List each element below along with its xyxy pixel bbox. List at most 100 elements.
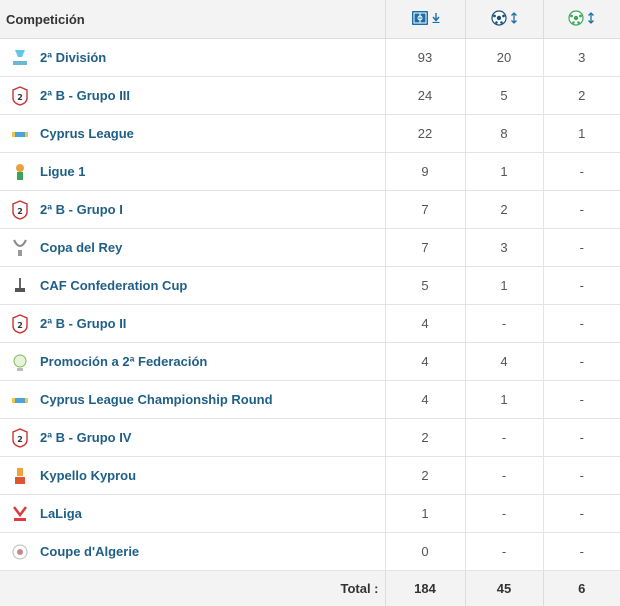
svg-text:2: 2 [17,207,23,216]
goals-column-header[interactable] [465,0,543,39]
competition-link[interactable]: Promoción a 2ª Federación [40,354,207,369]
goals-cell: 4 [465,343,543,381]
goals-cell: - [465,457,543,495]
competition-cell: LaLiga [0,495,385,533]
appearances-cell: 4 [385,381,465,419]
lineup-icon [411,10,429,26]
cyprus-league-logo [0,390,40,410]
competition-link[interactable]: LaLiga [40,506,82,521]
assists-cell: - [543,381,620,419]
total-assists: 6 [543,571,620,606]
competition-cell: Coupe d'Algerie [0,533,385,571]
goals-cell: - [465,495,543,533]
appearances-cell: 7 [385,191,465,229]
assists-cell: - [543,191,620,229]
appearances-cell: 2 [385,419,465,457]
assists-column-header[interactable] [543,0,620,39]
assists-cell: - [543,153,620,191]
segunda-b-logo: 2 [0,200,40,220]
appearances-cell: 9 [385,153,465,191]
competition-link[interactable]: Ligue 1 [40,164,86,179]
assists-cell: - [543,229,620,267]
appearances-cell: 93 [385,39,465,77]
sort-both-arrow-icon [587,12,595,24]
competition-link[interactable]: Cyprus League [40,126,134,141]
competition-header[interactable]: Competición [0,0,385,39]
goals-cell: 5 [465,77,543,115]
appearances-cell: 1 [385,495,465,533]
goals-cell: - [465,419,543,457]
competition-cell: Ligue 1 [0,153,385,191]
assists-cell: - [543,419,620,457]
appearances-cell: 0 [385,533,465,571]
assists-cell: 3 [543,39,620,77]
competition-cell: Cyprus League Championship Round [0,381,385,419]
competition-link[interactable]: 2ª División [40,50,106,65]
kypello-kyprou-logo [0,466,40,486]
table-header-row: Competición [0,0,620,39]
copa-del-rey-logo [0,238,40,258]
competition-link[interactable]: 2ª B - Grupo IV [40,430,131,445]
assists-cell: - [543,343,620,381]
assists-cell: - [543,533,620,571]
competition-link[interactable]: Copa del Rey [40,240,122,255]
appearances-cell: 7 [385,229,465,267]
laliga-hypermotion-logo [0,48,40,68]
assists-cell: 2 [543,77,620,115]
segunda-b-logo: 2 [0,314,40,334]
goals-cell: 1 [465,267,543,305]
assists-cell: 1 [543,115,620,153]
coupe-algerie-logo [0,542,40,562]
competition-cell: Kypello Kyprou [0,457,385,495]
ligue-1-logo [0,162,40,182]
svg-text:2: 2 [17,321,23,330]
competition-link[interactable]: Coupe d'Algerie [40,544,139,559]
goals-cell: 20 [465,39,543,77]
competition-link[interactable]: Cyprus League Championship Round [40,392,273,407]
appearances-cell: 24 [385,77,465,115]
appearances-cell: 4 [385,305,465,343]
assist-ball-icon [568,10,584,26]
competition-cell: CAF Confederation Cup [0,267,385,305]
competition-link[interactable]: 2ª B - Grupo I [40,202,123,217]
competition-link[interactable]: 2ª B - Grupo III [40,88,130,103]
appearances-cell: 5 [385,267,465,305]
appearances-cell: 4 [385,343,465,381]
laliga-logo [0,504,40,524]
appearances-cell: 22 [385,115,465,153]
competition-cell: Copa del Rey [0,229,385,267]
goals-cell: - [465,305,543,343]
goals-cell: 2 [465,191,543,229]
appearances-cell: 2 [385,457,465,495]
assists-cell: - [543,267,620,305]
total-appearances: 184 [385,571,465,606]
goals-cell: 8 [465,115,543,153]
svg-text:2: 2 [17,93,23,102]
ball-icon [491,10,507,26]
goals-cell: 3 [465,229,543,267]
competition-link[interactable]: 2ª B - Grupo II [40,316,126,331]
caf-cup-logo [0,276,40,296]
competition-link[interactable]: Kypello Kyprou [40,468,136,483]
appearances-column-header[interactable] [385,0,465,39]
cyprus-league-logo [0,124,40,144]
sort-desc-arrow-icon [432,13,440,23]
federacion-logo [0,352,40,372]
goals-cell: 1 [465,381,543,419]
total-goals: 45 [465,571,543,606]
competition-link[interactable]: CAF Confederation Cup [40,278,187,293]
sort-both-arrow-icon [510,12,518,24]
assists-cell: - [543,495,620,533]
